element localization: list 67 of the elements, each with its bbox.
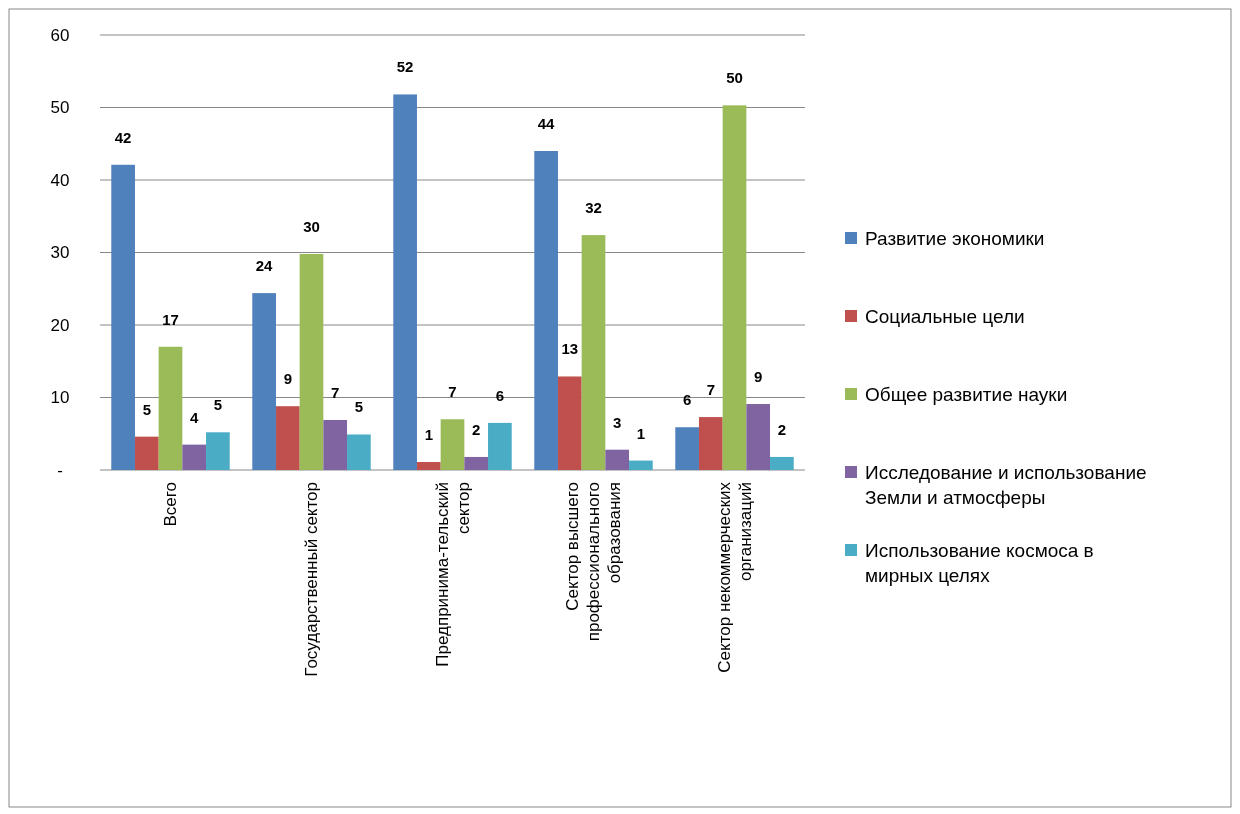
data-label: 5 xyxy=(354,398,364,416)
data-label: 13 xyxy=(561,340,579,358)
data-label: 4 xyxy=(190,408,200,426)
bar xyxy=(722,105,747,470)
bar xyxy=(299,253,324,470)
bar xyxy=(488,422,512,470)
data-label: 50 xyxy=(726,69,743,87)
x-tick-label: Сектор некоммерческих организаций xyxy=(714,481,755,673)
bar xyxy=(464,456,489,470)
bar xyxy=(323,419,348,470)
y-tick-label: 60 xyxy=(50,25,70,45)
data-label: 42 xyxy=(114,128,132,146)
bar xyxy=(111,164,135,470)
data-label: 1 xyxy=(636,424,646,442)
data-label: 6 xyxy=(682,391,692,409)
data-label: 2 xyxy=(777,420,787,438)
y-tick-label: 30 xyxy=(50,243,70,263)
x-tick-label: Государственный сектор xyxy=(302,482,322,677)
bar xyxy=(675,427,699,470)
data-label: 2 xyxy=(472,420,481,438)
data-label: 7 xyxy=(448,383,457,401)
legend-label: Исследование и использование Земли и атмосферы xyxy=(865,461,1147,509)
bar xyxy=(557,376,582,470)
bar xyxy=(275,406,300,470)
legend-label: Общее развитие науки xyxy=(865,383,1068,405)
y-tick-label: 10 xyxy=(50,388,70,408)
bar xyxy=(393,94,417,470)
data-label: 9 xyxy=(754,368,763,386)
x-tick-label: Сектор высшего профессионального образования xyxy=(563,482,625,642)
data-label: 1 xyxy=(424,426,433,444)
data-label: 9 xyxy=(283,370,292,388)
data-label: 6 xyxy=(495,386,505,404)
bar xyxy=(416,462,441,470)
data-label: 3 xyxy=(613,413,622,431)
x-tick-label: Всего xyxy=(161,482,181,527)
bar xyxy=(581,235,606,470)
bar xyxy=(206,432,230,470)
bar xyxy=(698,417,723,470)
y-tick-label: 20 xyxy=(50,315,70,335)
bar xyxy=(534,151,558,470)
bar xyxy=(158,346,183,470)
data-label: 32 xyxy=(585,199,602,217)
data-label: 24 xyxy=(255,257,274,275)
bar xyxy=(605,449,630,470)
y-tick-label: 40 xyxy=(50,170,70,190)
legend-label: Развитие экономики xyxy=(865,227,1045,249)
bar xyxy=(746,404,771,470)
bar xyxy=(440,419,465,470)
data-label: 17 xyxy=(162,310,179,328)
bar xyxy=(347,434,371,470)
data-label: 7 xyxy=(331,383,340,401)
bar xyxy=(770,456,794,470)
data-label: 30 xyxy=(303,217,320,235)
data-label: 44 xyxy=(537,115,556,132)
x-tick-label: Предпринима-тельский сектор xyxy=(432,482,473,667)
y-tick-label: 50 xyxy=(50,98,70,118)
legend-label: Социальные цели xyxy=(865,305,1025,327)
data-label: 5 xyxy=(142,400,151,418)
bar xyxy=(629,460,653,470)
y-tick-label: - xyxy=(57,460,63,480)
bar xyxy=(252,293,276,470)
bar xyxy=(134,436,159,470)
bar xyxy=(182,444,207,470)
legend-label: Использование космоса в мирных целях xyxy=(865,539,1094,587)
data-label: 5 xyxy=(213,396,223,414)
data-label: 52 xyxy=(396,58,414,76)
data-label: 7 xyxy=(706,381,715,399)
